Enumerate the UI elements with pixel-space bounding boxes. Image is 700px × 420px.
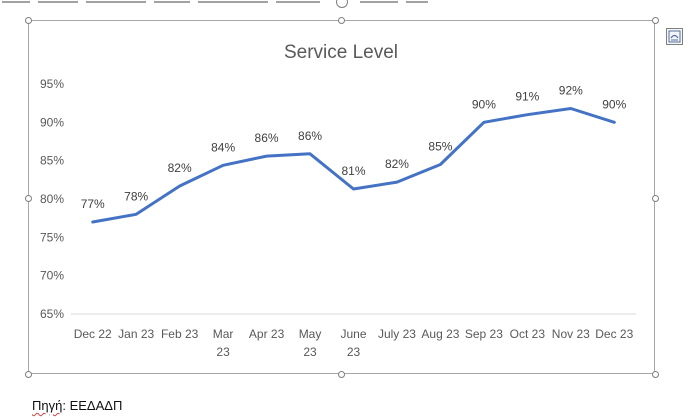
service-level-line: [91, 107, 616, 224]
x-tick-label: Apr 23: [249, 327, 285, 341]
x-tick-label: Dec 22: [74, 327, 112, 341]
x-tick-label-line: July 23: [378, 327, 416, 341]
y-axis: 65% 70% 75% 80% 85% 90% 95%: [40, 77, 64, 321]
data-label: 82%: [385, 157, 409, 171]
x-tick-label: Nov 23: [552, 327, 590, 341]
x-tick-label-line: Dec 23: [595, 327, 633, 341]
x-tick-label-line: 23: [347, 345, 361, 359]
line-chart: Service Level 65% 70% 75% 80% 85% 90% 95% Dec …: [40, 42, 636, 359]
x-tick-label-line: June: [340, 327, 366, 341]
x-tick-label-line: May: [299, 327, 322, 341]
data-label: 86%: [298, 129, 322, 143]
x-tick-label-line: Sep 23: [465, 327, 503, 341]
y-tick-label: 85%: [40, 154, 64, 168]
x-tick-label-line: Feb 23: [161, 327, 199, 341]
y-tick-label: 80%: [40, 192, 64, 206]
resize-handle-middle-left[interactable]: [25, 195, 32, 202]
chart-title: Service Level: [284, 42, 398, 63]
source-separator: :: [62, 398, 70, 413]
y-tick-label: 75%: [40, 230, 64, 244]
x-tick-label: Dec 23: [595, 327, 633, 341]
x-tick-label-line: Apr 23: [249, 327, 285, 341]
resize-handle-top-left[interactable]: [25, 17, 32, 24]
x-tick-label-line: Aug 23: [421, 327, 459, 341]
y-tick-label: 95%: [40, 77, 64, 91]
resize-handle-top-right[interactable]: [652, 17, 659, 24]
data-labels: 77% 78% 82% 84% 86% 86% 81% 82% 85% 90% 91% 92% 90%: [81, 84, 627, 211]
y-tick-label: 65%: [40, 307, 64, 321]
data-label: 82%: [168, 161, 192, 175]
x-tick-label-line: Nov 23: [552, 327, 590, 341]
x-tick-label: May 23: [299, 327, 322, 359]
x-tick-label: Sep 23: [465, 327, 503, 341]
x-tick-label: Mar 23: [213, 327, 234, 359]
data-label: 77%: [81, 197, 105, 211]
x-tick-label-line: Jan 23: [118, 327, 154, 341]
y-tick-label: 90%: [40, 115, 64, 129]
layout-options-button[interactable]: [666, 28, 683, 45]
x-tick-label: Jan 23: [118, 327, 154, 341]
source-caption: Πηγή: ΕΕΔΑΔΠ: [32, 398, 122, 413]
x-axis: Dec 22 Jan 23 Feb 23 Mar 23 Apr 23 May 23 June 23…: [74, 327, 634, 359]
x-tick-label: Oct 23: [510, 327, 546, 341]
x-tick-label: July 23: [378, 327, 416, 341]
data-label: 90%: [472, 97, 496, 111]
data-label: 78%: [124, 189, 148, 203]
x-tick-label-line: Oct 23: [510, 327, 546, 341]
resize-handle-bottom-left[interactable]: [25, 371, 32, 378]
source-label: Πηγή: [32, 398, 63, 413]
x-tick-label: Aug 23: [421, 327, 459, 341]
x-tick-label: Feb 23: [161, 327, 199, 341]
x-tick-label-line: 23: [216, 345, 230, 359]
x-tick-label-line: Dec 22: [74, 327, 112, 341]
layout-options-icon: [668, 30, 681, 43]
resize-handle-bottom-middle[interactable]: [338, 371, 345, 378]
resize-handle-top-middle[interactable]: [338, 17, 345, 24]
data-label: 84%: [211, 140, 235, 154]
y-tick-label: 70%: [40, 269, 64, 283]
source-value: ΕΕΔΑΔΠ: [69, 398, 123, 413]
cropped-text-line: [0, 0, 700, 8]
x-tick-label: June 23: [340, 327, 366, 359]
x-tick-label-line: 23: [303, 345, 317, 359]
data-label: 92%: [559, 84, 583, 98]
data-label: 85%: [428, 140, 452, 154]
rotate-handle[interactable]: [336, 0, 348, 8]
x-tick-label-line: Mar: [213, 327, 234, 341]
data-label: 91%: [515, 90, 539, 104]
data-label: 81%: [341, 164, 365, 178]
data-label: 86%: [255, 131, 279, 145]
data-label: 90%: [602, 97, 626, 111]
resize-handle-middle-right[interactable]: [652, 195, 659, 202]
resize-handle-bottom-right[interactable]: [652, 371, 659, 378]
